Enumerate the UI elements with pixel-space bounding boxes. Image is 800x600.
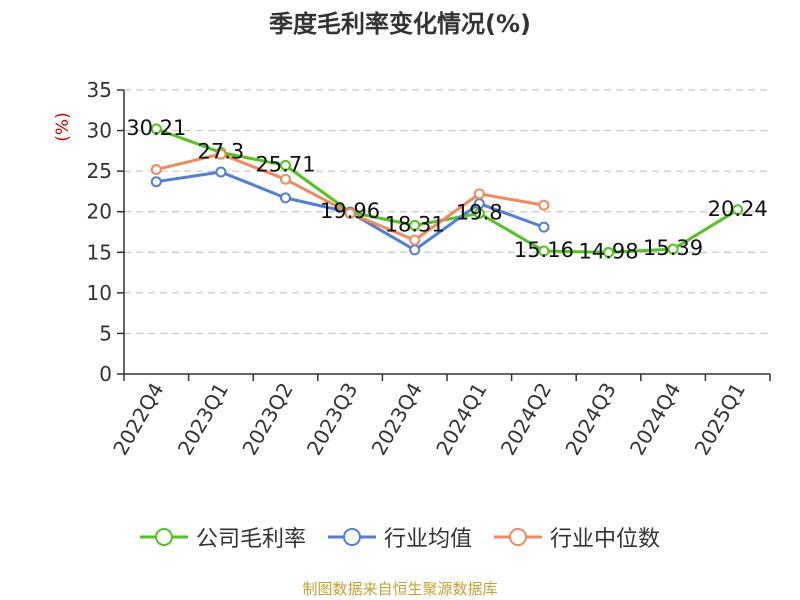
- data-point: [538, 245, 550, 257]
- source-note: 制图数据来自恒生聚源数据库: [302, 580, 498, 598]
- data-point: [732, 204, 744, 216]
- data-label: 19.8: [456, 200, 503, 224]
- legend-label: 行业中位数: [550, 527, 661, 552]
- legend-label: 公司毛利率: [195, 527, 306, 552]
- x-tick-label: 2023Q1: [173, 379, 233, 460]
- y-tick-label: 10: [87, 281, 112, 305]
- x-tick-label: 2024Q2: [496, 379, 556, 460]
- x-tick-label: 2022Q4: [108, 379, 168, 460]
- data-label: 15.16: [514, 238, 574, 262]
- data-point: [538, 221, 550, 233]
- x-tick-label: 2024Q1: [431, 379, 491, 460]
- data-point: [280, 159, 291, 171]
- y-tick-label: 5: [99, 321, 112, 345]
- data-point: [409, 219, 421, 231]
- data-point: [603, 246, 614, 258]
- data-point: [667, 243, 679, 255]
- x-tick-label: 2024Q4: [625, 379, 685, 460]
- x-tick-label: 2025Q1: [690, 379, 750, 460]
- data-label: 19.96: [320, 199, 380, 223]
- data-point: [150, 176, 162, 188]
- data-point: [280, 192, 291, 204]
- x-tick-label: 2024Q3: [560, 379, 620, 460]
- legend-line-icon: [494, 528, 542, 546]
- series-line: [155, 152, 545, 242]
- legend-item-industry-mean[interactable]: 行业均值: [327, 521, 472, 553]
- legend-item-industry-median[interactable]: 行业中位数: [494, 521, 660, 553]
- data-point: [150, 123, 162, 135]
- data-label: 27.3: [198, 139, 245, 163]
- grid-layer: [124, 89, 770, 335]
- x-tick-label: 2023Q4: [367, 379, 427, 460]
- data-point: [409, 244, 421, 256]
- data-label: 30.21: [126, 116, 186, 140]
- data-label: 18.31: [385, 212, 445, 236]
- y-tick-label: 15: [87, 240, 112, 264]
- data-label: 14.98: [578, 239, 638, 263]
- legend: 公司毛利率 行业均值 行业中位数: [0, 520, 800, 554]
- data-point: [280, 173, 291, 185]
- y-tick-label: 25: [87, 159, 112, 183]
- x-tick-label: 2023Q3: [302, 379, 362, 460]
- y-tick-label: 0: [99, 362, 112, 386]
- data-label: 20.24: [708, 197, 768, 221]
- legend-item-company-margin[interactable]: 公司毛利率: [139, 521, 306, 553]
- x-tick-label: 2023Q2: [237, 379, 297, 460]
- chart-title: 季度毛利率变化情况(%): [269, 10, 531, 38]
- data-point: [150, 164, 162, 176]
- legend-line-icon: [139, 528, 188, 546]
- legend-line-icon: [327, 528, 376, 546]
- y-axis-label: (%): [53, 112, 73, 141]
- data-point: [344, 207, 356, 219]
- series-layer: [150, 123, 744, 258]
- legend-label: 行业均值: [383, 527, 472, 552]
- series-line: [155, 127, 739, 254]
- y-tick-label: 35: [87, 78, 112, 102]
- series-2: [150, 148, 550, 246]
- y-tick-label: 30: [87, 119, 112, 143]
- data-point: [215, 166, 227, 178]
- data-point: [409, 234, 421, 246]
- y-tick-label: 20: [87, 200, 112, 224]
- data-point: [473, 188, 485, 200]
- data-point: [538, 199, 550, 211]
- data-label: 15.39: [643, 236, 703, 260]
- data-point: [215, 148, 227, 160]
- data-label: 25.71: [255, 152, 315, 176]
